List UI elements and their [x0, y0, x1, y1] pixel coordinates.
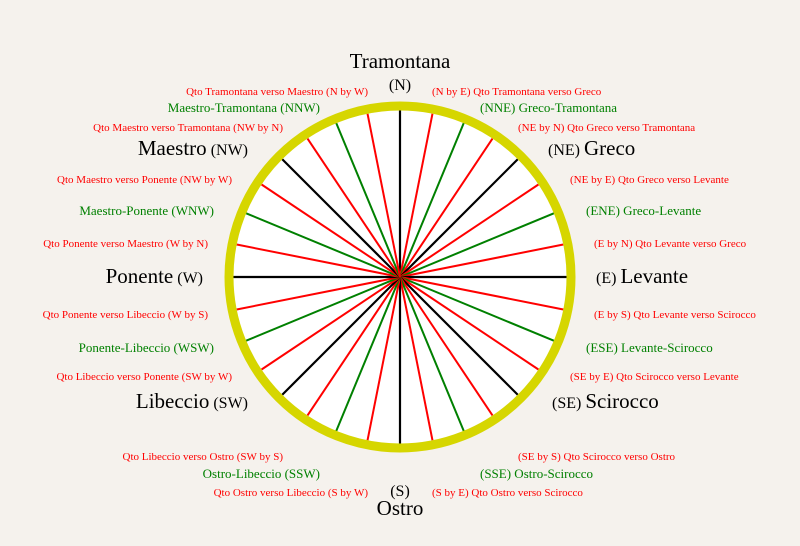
half-wind-label: Ponente-Libeccio (WSW) — [79, 340, 214, 355]
quarter-wind-label: (NE by E) Qto Greco verso Levante — [570, 174, 729, 186]
quarter-wind-label: Qto Maestro verso Ponente (NW by W) — [57, 174, 232, 186]
compass-rose-diagram: Tramontana(N)(NE) Greco(E) Levante(SE) S… — [0, 0, 800, 546]
half-wind-label: (SSE) Ostro-Scirocco — [480, 466, 593, 481]
half-wind-label: Maestro-Ponente (WNW) — [79, 203, 214, 218]
quarter-wind-label: Qto Tramontana verso Maestro (N by W) — [186, 86, 368, 98]
quarter-wind-label: (E by S) Qto Levante verso Scirocco — [594, 309, 756, 321]
half-wind-label: Ostro-Libeccio (SSW) — [203, 466, 320, 481]
rose-rays — [234, 111, 567, 444]
quarter-wind-label: Qto Ostro verso Libeccio (S by W) — [214, 487, 369, 499]
principal-name: Tramontana — [350, 49, 451, 73]
half-wind-label: Maestro-Tramontana (NNW) — [168, 100, 320, 115]
half-wind-label: (ESE) Levante-Scirocco — [586, 340, 713, 355]
quarter-wind-label: (S by E) Qto Ostro verso Scirocco — [432, 487, 583, 499]
quarter-wind-label: Qto Ponente verso Maestro (W by N) — [43, 238, 208, 250]
half-wind-label: (NNE) Greco-Tramontana — [480, 100, 617, 115]
quarter-wind-label: Qto Libeccio verso Ostro (SW by S) — [123, 451, 284, 463]
quarter-wind-label: (N by E) Qto Tramontana verso Greco — [432, 86, 602, 98]
quarter-wind-label: Qto Ponente verso Libeccio (W by S) — [43, 309, 209, 321]
quarter-wind-label: Qto Maestro verso Tramontana (NW by N) — [93, 122, 283, 134]
quarter-wind-label: (SE by S) Qto Scirocco verso Ostro — [518, 451, 676, 463]
quarter-wind-label: (NE by N) Qto Greco verso Tramontana — [518, 122, 695, 134]
quarter-wind-label: (E by N) Qto Levante verso Greco — [594, 238, 747, 250]
half-wind-label: (ENE) Greco-Levante — [586, 203, 701, 218]
principal-abbr: (N) — [389, 77, 411, 94]
quarter-wind-label: Qto Libeccio verso Ponente (SW by W) — [56, 371, 232, 383]
principal-abbr: (S) — [390, 483, 410, 500]
quarter-wind-label: (SE by E) Qto Scirocco verso Levante — [570, 371, 739, 383]
